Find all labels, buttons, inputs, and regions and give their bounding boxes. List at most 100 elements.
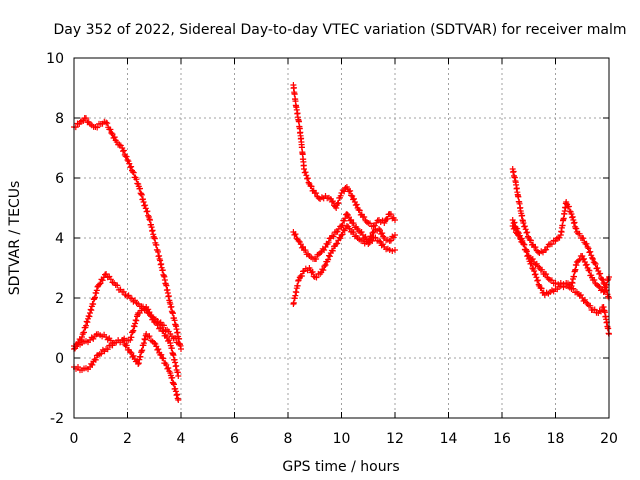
data-point-interp xyxy=(521,223,528,230)
data-point-interp xyxy=(145,306,152,313)
data-point-interp xyxy=(534,277,541,284)
data-point xyxy=(108,130,115,136)
data-point-interp xyxy=(356,207,363,214)
x-axis-label: GPS time / hours xyxy=(282,459,399,475)
data-point-interp xyxy=(94,124,101,131)
data-point-interp xyxy=(575,257,582,264)
data-point-interp xyxy=(90,301,97,308)
data-point xyxy=(520,220,527,226)
data-point-interp xyxy=(313,256,320,262)
data-point xyxy=(392,232,398,238)
data-point-interp xyxy=(585,245,592,252)
data-point-interp xyxy=(589,254,596,261)
data-point-interp xyxy=(158,351,165,358)
data-point-interp xyxy=(83,322,89,329)
data-point-interp xyxy=(532,271,539,278)
data-point-interp xyxy=(351,195,357,202)
data-point-interp xyxy=(577,292,584,298)
data-point-interp xyxy=(77,337,84,344)
y-tick-label: 0 xyxy=(55,351,64,367)
data-point-interp xyxy=(586,267,593,274)
data-point xyxy=(343,211,350,217)
data-point-interp xyxy=(325,256,332,263)
data-point-interp xyxy=(591,277,598,283)
data-point-interp xyxy=(539,266,546,273)
x-tick-label: 14 xyxy=(440,431,458,447)
data-point-interp xyxy=(104,120,111,127)
data-point-interp xyxy=(142,202,149,209)
data-point-interp xyxy=(157,324,164,331)
data-point-interp xyxy=(77,118,84,125)
data-point-interp xyxy=(319,266,326,273)
data-point-interp xyxy=(543,271,550,278)
data-point-interp xyxy=(348,216,355,223)
data-point-interp xyxy=(350,220,357,227)
data-point-interp xyxy=(300,243,306,250)
y-tick-label: 4 xyxy=(55,231,64,247)
data-point-interp xyxy=(326,253,333,260)
data-point xyxy=(322,262,329,268)
data-point-interp xyxy=(144,307,151,313)
data-point-interp xyxy=(334,240,341,247)
data-point-interp xyxy=(130,169,137,176)
data-point-interp xyxy=(148,312,155,319)
data-point-interp xyxy=(133,317,140,324)
data-point-interp xyxy=(325,239,332,246)
y-tick-label: 2 xyxy=(55,291,64,307)
data-point xyxy=(376,238,382,244)
data-point-interp xyxy=(524,229,531,236)
data-point-interp xyxy=(75,364,81,370)
data-point xyxy=(178,346,184,352)
data-point xyxy=(338,223,345,229)
data-point-interp xyxy=(388,237,394,244)
data-point-interp xyxy=(99,277,106,284)
data-point xyxy=(87,310,93,316)
data-point xyxy=(381,220,388,226)
data-point-interp xyxy=(146,333,153,340)
data-point xyxy=(376,226,382,232)
data-point-interp xyxy=(107,126,114,133)
data-point-interp xyxy=(160,322,167,329)
data-point-interp xyxy=(120,337,127,344)
data-point-interp xyxy=(594,265,601,271)
data-point-interp xyxy=(329,247,336,254)
data-point-interp xyxy=(528,260,535,267)
data-point-interp xyxy=(532,244,539,251)
data-point-interp xyxy=(369,230,376,236)
data-point-interp xyxy=(104,346,111,353)
x-tick-label: 4 xyxy=(177,431,186,447)
y-axis-label: SDTVAR / TECUs xyxy=(7,181,23,296)
data-point-interp xyxy=(163,361,170,368)
data-point-interp xyxy=(591,306,598,313)
data-point xyxy=(552,280,559,286)
data-point xyxy=(338,232,345,238)
data-point xyxy=(295,238,302,244)
data-point-interp xyxy=(389,248,396,254)
data-point-interp xyxy=(587,248,594,255)
data-point-interp xyxy=(372,234,379,241)
x-tick-label: 18 xyxy=(547,431,565,447)
data-point-interp xyxy=(523,248,530,255)
data-point xyxy=(301,166,307,172)
data-point-interp xyxy=(339,231,346,238)
data-point-interp xyxy=(576,230,583,237)
x-tick-label: 20 xyxy=(600,431,618,447)
data-point xyxy=(392,217,398,223)
data-point xyxy=(113,139,120,145)
data-point-interp xyxy=(380,241,386,248)
data-point-interp xyxy=(580,235,587,242)
data-point xyxy=(175,340,182,346)
data-point-interp xyxy=(133,176,140,183)
data-point-interp xyxy=(144,208,151,215)
data-point-interp xyxy=(527,237,534,244)
data-point-interp xyxy=(83,115,89,122)
data-point-interp xyxy=(581,255,587,262)
data-point-interp xyxy=(518,235,525,242)
data-point-interp xyxy=(89,361,96,368)
x-tick-label: 6 xyxy=(230,431,239,447)
data-point xyxy=(600,289,607,295)
data-point-interp xyxy=(337,235,344,242)
data-point-interp xyxy=(120,288,127,295)
x-tick-label: 8 xyxy=(284,431,293,447)
x-tick-label: 0 xyxy=(70,431,79,447)
